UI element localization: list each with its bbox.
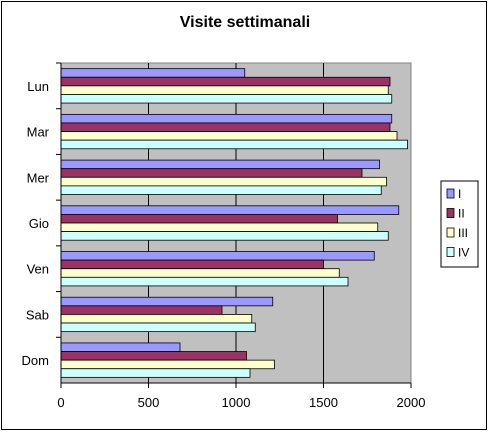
bar-mer-iii — [60, 176, 387, 187]
bar-sab-iii — [60, 314, 253, 324]
bar-sab-ii — [60, 305, 223, 315]
legend-label-iii: III — [458, 226, 468, 240]
bar-ven-i — [60, 251, 375, 261]
y-tick-label-mar: Mar — [27, 125, 50, 140]
bar-lun-ii — [60, 76, 391, 87]
bar-mar-iv — [60, 139, 408, 150]
legend-swatch-ii — [446, 208, 455, 218]
y-tick-label-gio: Gio — [29, 216, 49, 231]
bar-mer-iv — [60, 185, 382, 195]
y-tick-label-ven: Ven — [27, 262, 49, 277]
bar-dom-ii — [60, 351, 247, 361]
legend-swatch-i — [446, 188, 455, 199]
y-tick-label-sab: Sab — [26, 307, 49, 322]
bar-mer-i — [60, 159, 380, 170]
bar-dom-iii — [60, 359, 275, 370]
legend-label-i: I — [458, 187, 461, 201]
bar-gio-ii — [60, 213, 338, 224]
x-tick-label: 0 — [57, 395, 64, 410]
bar-mar-iii — [60, 131, 398, 141]
bar-dom-i — [60, 342, 181, 352]
chart-title: Visite settimanali — [179, 14, 311, 31]
bar-ven-iv — [60, 276, 349, 287]
bar-sab-iv — [60, 322, 256, 333]
axes — [56, 62, 412, 388]
bar-gio-iv — [60, 231, 389, 241]
y-tick-label-dom: Dom — [22, 353, 49, 368]
bar-mar-ii — [60, 122, 391, 132]
legend-swatch-iii — [446, 227, 455, 238]
x-tick-label: 2000 — [397, 395, 426, 410]
x-tick-label: 1000 — [222, 395, 251, 410]
bar-sab-i — [60, 296, 274, 307]
x-tick-label: 1500 — [309, 395, 338, 410]
bar-lun-i — [60, 68, 246, 78]
y-tick-label-lun: Lun — [27, 79, 49, 94]
bars — [60, 68, 408, 378]
bar-lun-iv — [60, 94, 393, 104]
bar-dom-iv — [60, 368, 251, 378]
bar-ven-iii — [60, 268, 340, 278]
legend-swatch-iv — [446, 247, 455, 257]
bar-mer-ii — [60, 168, 363, 178]
y-tick-labels: Lun Mar Mer Gio Ven Sab Dom — [22, 79, 50, 368]
bar-ven-ii — [60, 259, 324, 270]
bar-gio-i — [60, 205, 400, 215]
bar-gio-iii — [60, 222, 379, 233]
y-tick-label-mer: Mer — [27, 170, 50, 185]
x-tick-label: 500 — [138, 395, 160, 410]
legend-label-ii: II — [458, 207, 465, 221]
bar-lun-iii — [60, 85, 389, 95]
legend-label-iv: IV — [458, 246, 469, 260]
bar-mar-i — [60, 113, 393, 124]
x-tick-labels: 0 500 1000 1500 2000 — [57, 395, 425, 410]
